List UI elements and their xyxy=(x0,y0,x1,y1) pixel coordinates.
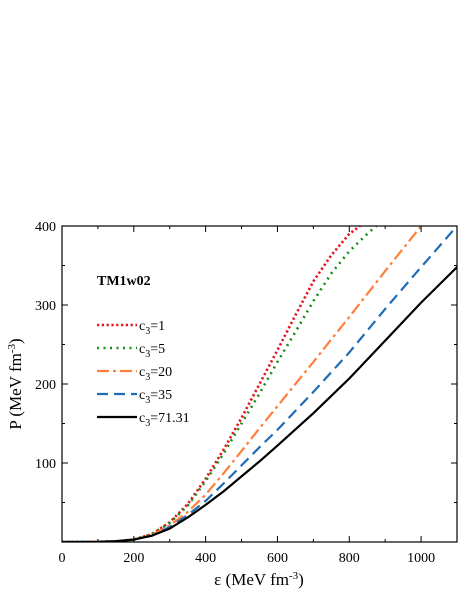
y-axis-title-end: ) xyxy=(6,338,25,344)
x-tick-label: 800 xyxy=(339,551,360,566)
x-tick-label: 1000 xyxy=(407,551,435,566)
series-line-4 xyxy=(62,266,457,542)
y-axis-title: P (MeV fm-3) xyxy=(6,338,25,429)
series-line-3 xyxy=(62,226,457,542)
x-tick-label: 200 xyxy=(123,551,144,566)
legend-label-1: c3=5 xyxy=(139,342,165,360)
x-axis-title-sup: -3 xyxy=(289,570,299,582)
series-line-2 xyxy=(62,226,422,542)
series-layer xyxy=(62,226,457,542)
x-axis-title-main: ε (MeV fm xyxy=(214,570,289,589)
series-line-0 xyxy=(62,226,361,542)
legend-label-0: c3=1 xyxy=(139,319,165,337)
ticks-layer: 0 200 400 600 800 1000 100 200 300 400 xyxy=(35,220,458,566)
legend-label-4: c3=71.31 xyxy=(139,411,190,429)
x-tick-label: 0 xyxy=(59,551,66,566)
x-axis-title-end: ) xyxy=(298,570,304,589)
y-tick-label: 100 xyxy=(35,457,56,472)
y-tick-label: 200 xyxy=(35,378,56,393)
y-axis-title-main: P (MeV fm xyxy=(6,353,25,430)
y-tick-label: 400 xyxy=(35,220,56,235)
legend-label-2: c3=20 xyxy=(139,365,172,383)
y-axis-title-sup: -3 xyxy=(6,344,18,354)
legend: c3=1 c3=5 c3=20 c3=35 c3=71.31 xyxy=(97,319,190,429)
x-tick-label: 600 xyxy=(267,551,288,566)
panel-label: TM1w02 xyxy=(97,274,151,289)
x-tick-label: 400 xyxy=(195,551,216,566)
y-tick-label: 300 xyxy=(35,299,56,314)
legend-label-3: c3=35 xyxy=(139,388,172,406)
x-axis-title: ε (MeV fm-3) xyxy=(214,570,304,589)
